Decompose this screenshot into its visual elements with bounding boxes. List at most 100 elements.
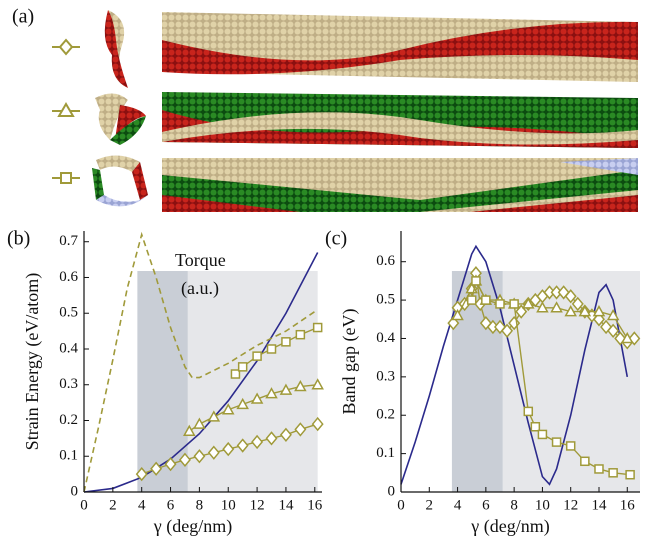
y-tick-label: 0.2 [376,407,395,423]
x-tick-label: 12 [563,497,578,513]
x-tick-label: 10 [535,497,550,513]
x-tick-label: 14 [591,497,607,513]
x-tick-label: 2 [426,497,434,513]
diamond-marker [193,449,206,464]
x-tick-label: 6 [167,497,175,513]
square-marker [608,468,618,478]
triangle-marker [564,305,577,317]
square-marker [237,362,248,372]
y-tick-label: 0.5 [59,305,78,321]
triangle-marker [536,301,549,313]
triangle-marker [265,387,278,399]
triangle-marker [221,403,235,415]
square-marker [537,429,548,440]
panel-label: (b) [7,228,30,250]
diamond-marker [628,331,641,346]
triangle-marker [522,297,535,309]
panel-label: (c) [325,228,347,250]
annotation: (a.u.) [181,278,219,299]
triangle-marker [279,383,293,395]
diamond-marker [164,456,177,472]
x-tick-label: 12 [250,497,265,513]
y-tick-label: 0.4 [59,340,78,356]
x-tick-label: 0 [80,497,88,513]
x-tick-label: 0 [397,497,405,513]
series-line [83,252,319,493]
tubes [162,12,638,212]
y-axis-label: Band gap (eV) [339,309,360,415]
y-tick-label: 0.3 [59,376,78,392]
x-tick-label: 8 [510,497,518,513]
diamond-marker [294,422,307,437]
diamond-marker [135,466,148,482]
y-tick-label: 0.5 [376,292,395,308]
triangle-marker [620,331,634,344]
diamond-marker [494,319,506,335]
diamond-marker [251,434,264,450]
y-tick-label: 0.6 [376,253,395,269]
square-marker [509,299,519,309]
y-tick-label: 0.7 [59,233,78,249]
square-marker [523,406,534,417]
triangle-marker [550,301,563,313]
x-tick-label: 14 [278,497,294,513]
diamond-marker [279,427,292,442]
y-tick-label: 0.3 [376,368,395,384]
y-tick-label: 0.2 [59,412,78,428]
triangle-marker [183,424,196,436]
y-tick-label: 0.6 [59,269,78,285]
triangle-marker [311,378,324,390]
x-tick-label: 16 [620,497,636,513]
diamond-marker [557,285,570,300]
y-tick-label: 0.1 [376,445,395,461]
x-tick-label: 8 [196,497,204,513]
shaded-range [187,271,318,492]
cross-sections [92,10,148,207]
diamond-marker [614,331,627,346]
square-marker [471,276,481,286]
y-tick-label: 0.1 [59,448,78,464]
panel-label: (a) [12,6,34,28]
square-marker [252,351,262,361]
diamond-marker [593,312,605,327]
square-marker [565,441,576,451]
diamond-marker [222,441,235,457]
x-tick-label: 2 [109,497,117,513]
triangle-marker [193,417,206,429]
diamond-marker [207,445,220,460]
y-tick-label: 0 [388,483,396,499]
triangle-marker [592,305,606,317]
legend-icons [52,38,80,184]
triangle-marker [250,392,264,404]
x-axis-label: γ (deg/nm) [153,516,232,537]
square-marker [466,295,477,305]
diamond-marker [607,323,620,338]
diamond-marker [564,289,577,304]
diamond-marker [571,296,584,312]
series-line [400,244,629,486]
diamond-marker [150,461,163,476]
triangle-marker [236,397,249,410]
diamond-marker [311,416,324,432]
square-marker [551,437,562,447]
x-tick-label: 6 [482,497,490,513]
square-marker [594,464,604,474]
series-line [83,231,319,493]
square-marker [312,322,323,333]
x-tick-label: 10 [221,497,236,513]
square-marker [230,369,241,379]
square-marker [530,422,541,432]
x-axis-label: γ (deg/nm) [470,516,549,537]
shaded-range [137,271,188,492]
series-line [188,384,318,432]
triangle-marker [294,379,307,392]
diamond-marker [501,323,514,338]
triangle-marker [606,308,620,321]
x-tick-label: 4 [454,497,462,513]
x-tick-label: 4 [138,497,146,513]
square-marker [266,344,277,354]
diamond-marker [265,431,278,446]
square-marker [495,299,505,309]
panel-a: (a) [12,6,638,212]
